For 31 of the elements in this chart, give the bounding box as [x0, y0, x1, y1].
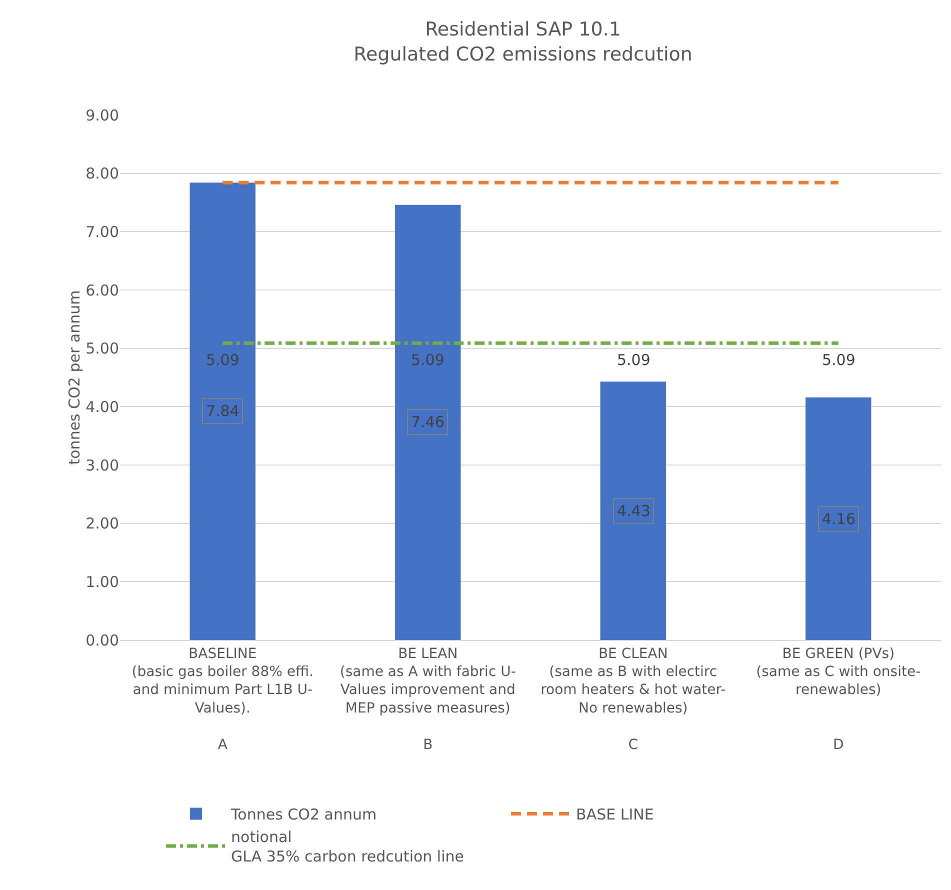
data-label: 5.09 [617, 351, 650, 369]
y-tick-label: 6.00 [86, 281, 119, 300]
data-label: 5.09 [822, 351, 856, 369]
legend-label: notional GLA 35% carbon redcution line [231, 828, 464, 866]
y-tick-label: 1.00 [86, 572, 119, 591]
data-label: 4.43 [617, 502, 650, 520]
category-label: BASELINE (basic gas boiler 88% effi. and minimum Part L1B U- Values). A [132, 646, 314, 753]
bar [395, 204, 461, 640]
data-label: 7.46 [411, 413, 444, 431]
data-label: 5.09 [206, 351, 240, 369]
bar [600, 382, 666, 640]
bar [806, 397, 872, 640]
y-axis-title: tonnes CO2 per annum [66, 290, 84, 465]
y-tick-label: 8.00 [86, 164, 119, 183]
y-tick-label: 3.00 [86, 456, 119, 474]
category-label: BE GREEN (PVs) (same as C with onsite- renewables) D [756, 646, 921, 753]
chart-title: Residential SAP 10.1 Regulated CO2 emissions redcution [354, 18, 692, 66]
data-label: 5.09 [411, 351, 444, 369]
y-tick-label: 9.00 [86, 106, 119, 124]
y-tick-label: 0.00 [86, 631, 119, 650]
y-tick-label: 2.00 [86, 514, 119, 533]
y-tick-label: 5.00 [86, 340, 119, 358]
y-tick-label: 4.00 [86, 398, 119, 416]
category-label: BE CLEAN (same as B with electirc room heaters & hot water- No renewables) C [540, 646, 726, 753]
y-tick-label: 7.00 [86, 222, 119, 241]
bar [190, 182, 256, 640]
data-label: 7.84 [206, 402, 240, 420]
legend-label: BASE LINE [576, 806, 654, 824]
data-label: 4.16 [822, 510, 856, 528]
legend-label: Tonnes CO2 annum [230, 806, 377, 824]
category-label: BE LEAN (same as A with fabric U- Values improvement and MEP passive measures) B [340, 646, 516, 753]
